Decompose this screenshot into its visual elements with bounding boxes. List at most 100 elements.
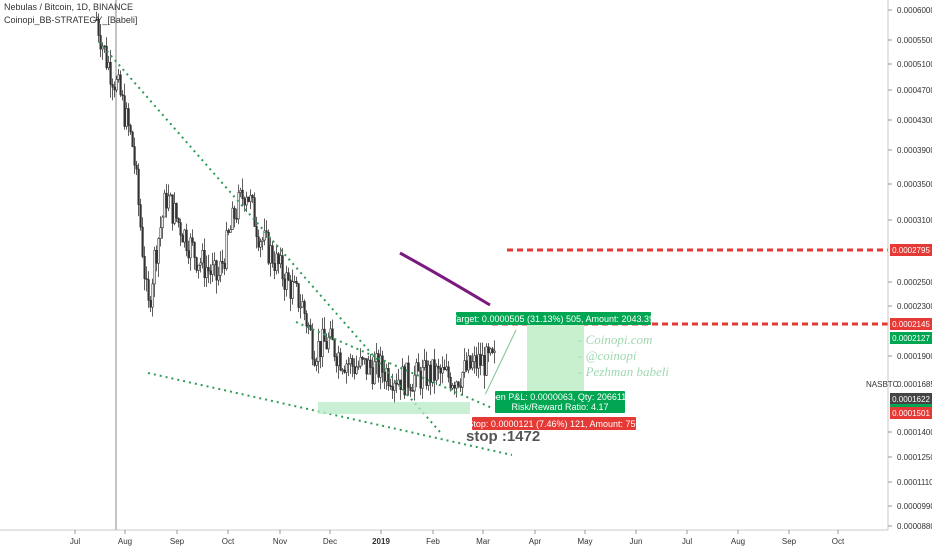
candle-body xyxy=(237,192,240,220)
candle-body xyxy=(195,257,198,271)
candle-body xyxy=(429,364,432,383)
candle-body xyxy=(285,272,288,290)
candle-body xyxy=(455,381,458,389)
candle-body xyxy=(193,241,196,258)
price-tag[interactable] xyxy=(890,318,932,330)
candle-body xyxy=(339,352,342,371)
candle-body xyxy=(445,366,448,371)
candle-body xyxy=(127,108,130,126)
candle-body xyxy=(139,204,142,228)
candle-body xyxy=(133,146,136,166)
price-axis[interactable]: 0.0006000 0.0005500 0.0005100 0.0004700 0.00… xyxy=(888,6,932,531)
price-tag[interactable] xyxy=(890,244,932,256)
candle-body xyxy=(111,84,114,88)
price-tick-label: 0.0002500 xyxy=(897,278,932,287)
note-line-1[interactable]: - Coinopi.com xyxy=(578,332,652,347)
profit-zone[interactable] xyxy=(527,324,584,397)
candle-body xyxy=(201,249,204,264)
symbol-value: 0.0001685 xyxy=(897,380,932,389)
price-tag-label: 0.0002795 xyxy=(892,246,930,255)
candle-body xyxy=(477,353,480,369)
price-tag[interactable] xyxy=(890,393,932,405)
candle-body xyxy=(249,195,252,202)
candle-body xyxy=(303,301,306,314)
candle-body xyxy=(459,385,462,388)
candle-body xyxy=(385,368,388,382)
trendline-upper-long[interactable] xyxy=(98,41,441,433)
candle-body xyxy=(357,365,360,368)
candle-body xyxy=(393,382,396,391)
candle-body xyxy=(235,218,238,220)
candle-body xyxy=(197,264,200,271)
candle-body xyxy=(203,249,206,279)
target-label-box[interactable] xyxy=(456,312,651,325)
candle-body xyxy=(409,386,412,391)
price-tick-label: 0.0004300 xyxy=(897,116,932,125)
note-line-2[interactable]: - @coinopi xyxy=(578,348,637,363)
candle-body xyxy=(245,196,248,206)
candle-body xyxy=(367,359,370,375)
accumulation-zone[interactable] xyxy=(318,402,470,414)
time-label: 2019 xyxy=(372,537,390,546)
candle-body xyxy=(123,95,126,127)
indicator-title: Coinopi_BB-STRATEGY_[Babeli] xyxy=(4,15,138,25)
candle-body xyxy=(361,357,364,360)
candle-body xyxy=(257,236,260,248)
candle-body xyxy=(389,385,392,387)
candle-body xyxy=(379,355,382,378)
time-axis[interactable]: Jul Aug Sep Oct Nov Dec 2019 Feb Mar Apr May Jun Jul… xyxy=(70,530,845,546)
candle-body xyxy=(425,360,428,386)
time-label: Jul xyxy=(682,537,692,546)
candle-body xyxy=(493,350,496,353)
candle-body xyxy=(391,386,394,391)
price-tags[interactable]: 0.0002795 0.0002145 0.0002127 0.0001622 0.00… xyxy=(890,244,932,419)
open-pl-box[interactable] xyxy=(495,391,625,413)
candle-body xyxy=(325,341,328,350)
chart-title: Nebulas / Bitcoin, 1D, BINANCE xyxy=(4,2,134,12)
candle-body xyxy=(465,360,468,371)
price-tick-label: 0.0001250 xyxy=(897,453,932,462)
candle-body xyxy=(119,74,122,96)
candle-body xyxy=(217,275,220,281)
candle-body xyxy=(107,62,110,69)
candle-body xyxy=(347,363,350,366)
candle-body xyxy=(381,355,384,373)
candle-body xyxy=(479,353,482,366)
time-label: Oct xyxy=(832,537,845,546)
candle-body xyxy=(149,300,152,308)
candle-body xyxy=(439,367,442,374)
price-tick-label: 0.0001110 xyxy=(897,478,932,487)
candle-body xyxy=(457,381,460,387)
time-label: Sep xyxy=(782,537,797,546)
target-label: Target: 0.0000505 (31.13%) 505, Amount: … xyxy=(452,314,654,324)
candle-body xyxy=(417,362,420,372)
candle-body xyxy=(309,324,312,331)
candle-body xyxy=(221,261,224,264)
candle-body xyxy=(353,366,356,374)
candle-body xyxy=(343,369,346,373)
candle-body xyxy=(433,359,436,381)
price-tick-label: 0.0000990 xyxy=(897,502,932,511)
candle-body xyxy=(121,94,124,97)
candle-body xyxy=(273,262,276,271)
price-tag[interactable] xyxy=(890,407,932,419)
symbol-label: NASBTC xyxy=(866,380,899,389)
candle-body xyxy=(117,74,120,80)
candle-body xyxy=(219,261,222,276)
candle-body xyxy=(469,355,472,369)
candle-body xyxy=(209,270,212,275)
purple-curve[interactable] xyxy=(399,251,491,307)
stop-label-box[interactable] xyxy=(472,417,636,430)
candle-body xyxy=(447,366,450,378)
candle-body xyxy=(449,376,452,389)
note-line-3[interactable]: - Pezhman babeli xyxy=(578,364,669,379)
candle-body xyxy=(147,279,150,301)
candle-body xyxy=(489,348,492,354)
candle-body xyxy=(395,382,398,385)
price-tag[interactable] xyxy=(890,332,932,344)
candle-body xyxy=(305,313,308,327)
stop-annotation[interactable]: stop :1472 xyxy=(466,428,540,445)
price-tick-label: 0.0002300 xyxy=(897,302,932,311)
position-arrow xyxy=(484,329,517,396)
